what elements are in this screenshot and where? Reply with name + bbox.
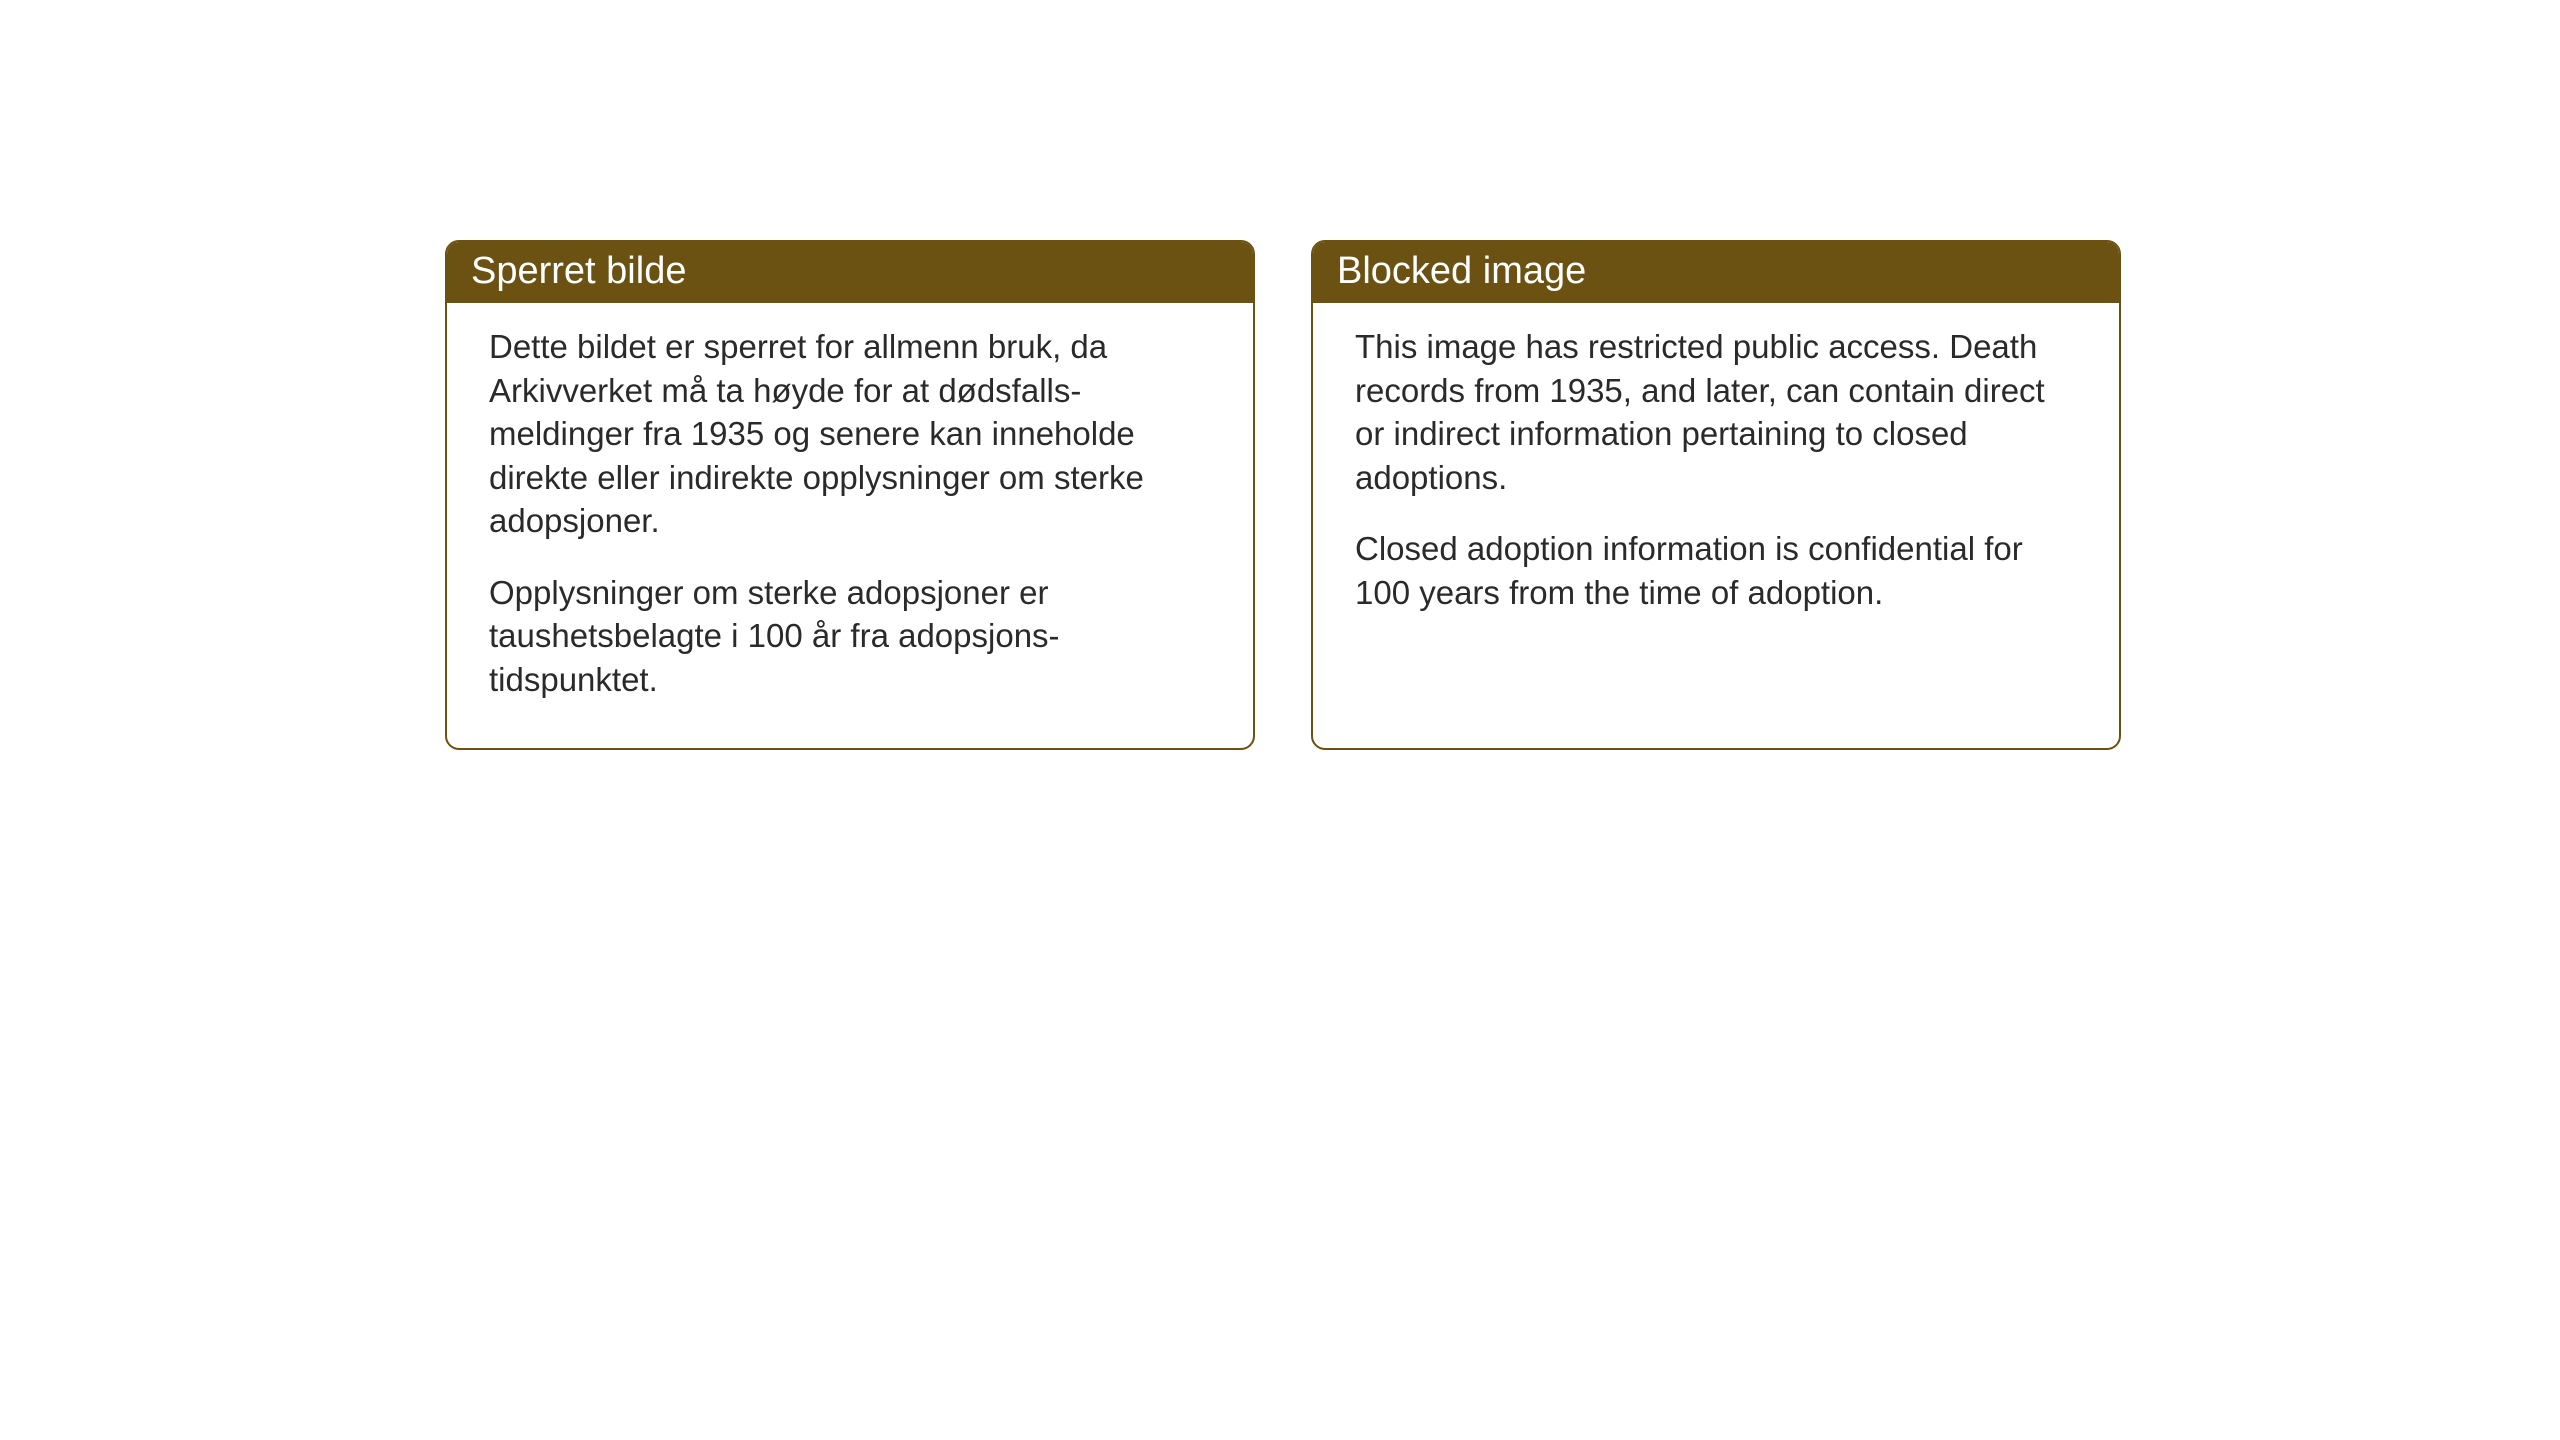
info-box-paragraph: Closed adoption information is confident… [1355, 527, 2077, 614]
info-box-header-norwegian: Sperret bilde [447, 242, 1253, 303]
info-box-header-english: Blocked image [1313, 242, 2119, 303]
info-boxes-container: Sperret bilde Dette bildet er sperret fo… [445, 240, 2121, 750]
info-box-english: Blocked image This image has restricted … [1311, 240, 2121, 750]
info-box-body-norwegian: Dette bildet er sperret for allmenn bruk… [447, 303, 1253, 731]
info-box-paragraph: Opplysninger om sterke adopsjoner er tau… [489, 571, 1211, 702]
info-box-body-english: This image has restricted public access.… [1313, 303, 2119, 644]
info-box-paragraph: Dette bildet er sperret for allmenn bruk… [489, 325, 1211, 543]
info-box-norwegian: Sperret bilde Dette bildet er sperret fo… [445, 240, 1255, 750]
info-box-paragraph: This image has restricted public access.… [1355, 325, 2077, 499]
